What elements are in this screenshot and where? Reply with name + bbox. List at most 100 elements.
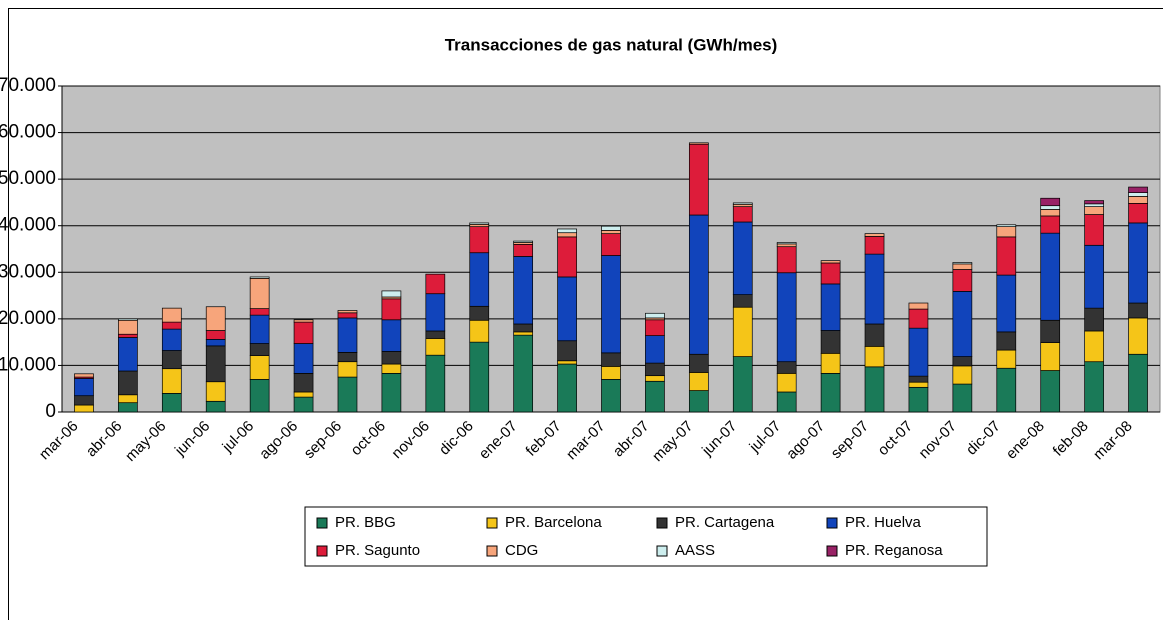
bar-segment xyxy=(293,319,314,323)
bar-segment xyxy=(161,321,182,330)
bar-segment xyxy=(952,356,973,367)
bar-segment xyxy=(557,236,577,278)
bar-segment xyxy=(118,402,138,413)
bar-segment xyxy=(952,291,973,357)
bar-segment xyxy=(557,232,577,238)
bar-segment xyxy=(293,396,314,413)
bar-segment xyxy=(381,351,402,365)
bar-segment xyxy=(1084,214,1104,246)
bar-segment xyxy=(952,262,973,265)
bar-segment xyxy=(908,375,929,383)
bar-segment xyxy=(118,319,138,335)
y-tick-label: 0 xyxy=(45,401,56,422)
bar-segment xyxy=(249,308,270,316)
bar-segment xyxy=(776,361,797,374)
bar-segment xyxy=(1128,302,1148,319)
bar-segment xyxy=(732,206,753,223)
bar-segment xyxy=(908,386,929,413)
bar-segment xyxy=(425,273,446,295)
bar-segment xyxy=(513,323,534,333)
bar-segment xyxy=(601,352,621,367)
bar-segment xyxy=(864,366,885,413)
bar-segment xyxy=(996,224,1017,227)
bar-segment xyxy=(776,272,797,363)
bar-segment xyxy=(513,240,534,243)
bar-segment xyxy=(952,383,973,413)
y-tick-label: 30.000 xyxy=(0,261,56,282)
bar-segment xyxy=(293,391,314,398)
bar-segment xyxy=(864,345,885,368)
bar-segment xyxy=(381,363,402,374)
bar-segment xyxy=(557,360,577,365)
bar-segment xyxy=(776,372,797,393)
bar-segment xyxy=(1128,353,1148,413)
legend-swatch xyxy=(316,517,328,529)
bar-segment xyxy=(732,294,753,308)
bar-segment xyxy=(293,321,314,344)
bar-segment xyxy=(1084,307,1104,332)
bar-segment xyxy=(864,233,885,237)
legend-label: AASS xyxy=(675,542,715,559)
bar-segment xyxy=(952,263,973,270)
bar-segment xyxy=(118,370,138,396)
bar-segment xyxy=(996,349,1017,369)
bar-segment xyxy=(337,312,358,319)
bar-segment xyxy=(688,143,709,216)
bar-segment xyxy=(1040,197,1061,207)
bar-segment xyxy=(337,352,358,363)
bar-segment xyxy=(820,372,841,413)
bar-segment xyxy=(820,260,841,264)
bar-segment xyxy=(1084,330,1104,363)
legend-label: PR. Sagunto xyxy=(335,542,420,559)
bar-segment xyxy=(118,394,138,404)
legend-box xyxy=(304,506,988,567)
chart-title: Transacciones de gas natural (GWh/mes) xyxy=(445,35,778,54)
bar-segment xyxy=(1128,186,1148,193)
legend-swatch xyxy=(826,545,838,557)
bar-segment xyxy=(776,243,797,248)
legend-label: PR. BBG xyxy=(335,514,396,531)
bar-segment xyxy=(601,225,621,231)
bar-segment xyxy=(1084,361,1104,413)
bar-segment xyxy=(205,338,226,347)
bar-segment xyxy=(601,230,621,234)
bar-segment xyxy=(469,305,490,321)
bar-segment xyxy=(205,381,226,402)
bar-segment xyxy=(864,253,885,325)
bar-segment xyxy=(293,343,314,374)
bar-segment xyxy=(161,307,182,323)
bar-segment xyxy=(996,274,1017,333)
legend-label: CDG xyxy=(505,542,538,559)
bar-segment xyxy=(732,356,753,413)
bar-segment xyxy=(249,355,270,380)
bar-segment xyxy=(1040,342,1061,371)
bar-segment xyxy=(381,319,402,352)
bar-segment xyxy=(645,362,665,377)
bar-segment xyxy=(776,391,797,413)
bar-segment xyxy=(249,314,270,344)
bar-segment xyxy=(513,256,534,325)
bar-segment xyxy=(688,390,709,413)
bar-segment xyxy=(118,318,138,321)
legend-label: PR. Huelva xyxy=(845,514,922,531)
bar-segment xyxy=(337,310,358,314)
bar-segment xyxy=(996,367,1017,413)
bar-segment xyxy=(513,243,534,257)
bar-segment xyxy=(381,298,402,321)
legend-swatch xyxy=(826,517,838,529)
y-tick-label: 50.000 xyxy=(0,168,56,189)
bar-segment xyxy=(425,293,446,332)
bar-segment xyxy=(205,345,226,383)
bar-segment xyxy=(249,277,270,309)
bar-segment xyxy=(1084,206,1104,215)
bar-segment xyxy=(425,338,446,356)
bar-segment xyxy=(1084,244,1104,309)
bar-segment xyxy=(249,343,270,356)
bar-segment xyxy=(908,302,929,310)
legend-swatch xyxy=(316,545,328,557)
bar-segment xyxy=(557,340,577,362)
bar-segment xyxy=(381,372,402,413)
bar-segment xyxy=(1128,192,1148,197)
bar-segment xyxy=(1040,205,1061,210)
bar-segment xyxy=(469,319,490,343)
